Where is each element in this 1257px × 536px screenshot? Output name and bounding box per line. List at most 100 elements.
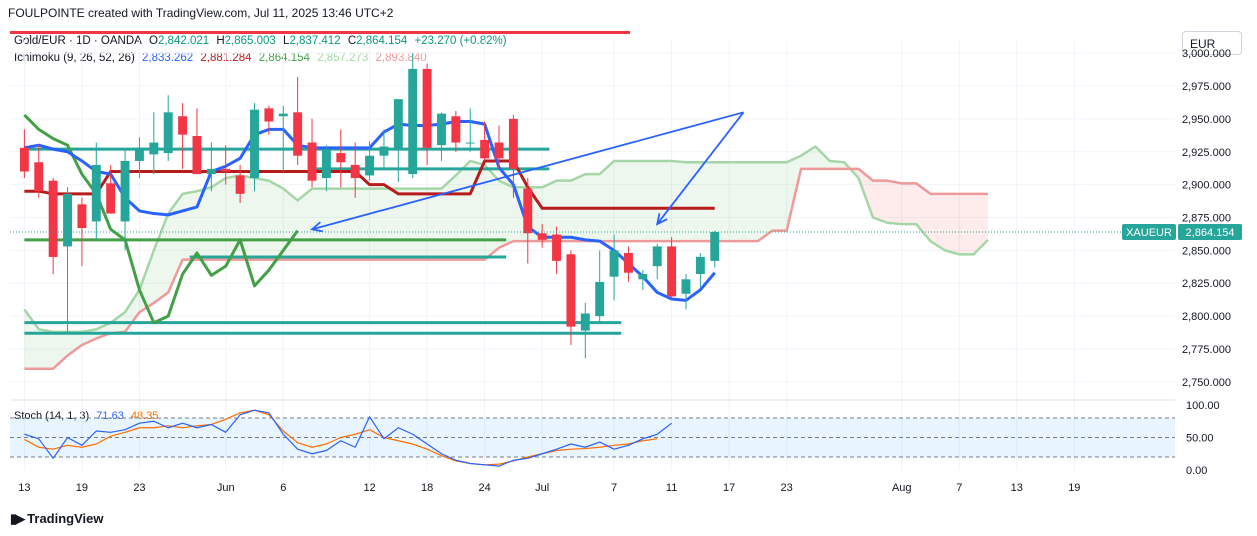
cloud-segment	[887, 180, 902, 225]
span-b-value: 2,893.840	[375, 52, 427, 64]
candle-body	[278, 113, 288, 117]
cloud-segment	[355, 188, 370, 260]
x-tick-label: 19	[1068, 482, 1080, 494]
x-tick-label: 23	[133, 482, 145, 494]
stoch-label: Stoch (14, 1, 3)	[14, 410, 90, 422]
tradingview-brand[interactable]: ▮▶ TradingView	[10, 511, 104, 527]
x-tick-label: 13	[18, 482, 30, 494]
x-tick-label: 6	[280, 482, 286, 494]
x-tick-label: 24	[479, 482, 491, 494]
cloud-segment	[772, 162, 787, 231]
cloud-segment	[53, 331, 68, 369]
candle-body	[379, 146, 389, 156]
trend-arrow	[311, 111, 744, 231]
y-tick-label: 2,800.000	[1182, 311, 1231, 323]
cloud-segment	[211, 178, 226, 260]
y-tick-label: 2,975.000	[1182, 81, 1231, 93]
stoch-d-value: 48.35	[130, 410, 159, 422]
candle-body	[163, 112, 173, 154]
candle-body	[408, 68, 418, 175]
symbol-name: Gold/EUR · 1D · OANDA	[14, 35, 142, 47]
candle-body	[192, 135, 202, 175]
cloud-segment	[297, 188, 313, 260]
close-value: 2,864.154	[356, 35, 408, 47]
candle-body	[652, 246, 662, 267]
cloud-segment	[700, 162, 715, 242]
candle-body	[149, 142, 159, 155]
y-tick-label: 2,750.000	[1182, 377, 1231, 389]
stoch-legend[interactable]: Stoch (14, 1, 3) 71.63 48.35	[14, 410, 162, 422]
cloud-segment	[628, 160, 643, 242]
cloud-segment	[614, 160, 629, 242]
candle-body	[681, 279, 691, 294]
tradingview-logo-icon: ▮▶	[10, 511, 25, 526]
candle-body	[508, 118, 518, 169]
candle-body	[494, 142, 504, 159]
cloud-segment	[499, 180, 514, 248]
cloud-segment	[412, 188, 428, 260]
price-tag-label: 2,864.154	[1186, 227, 1235, 239]
trend-arrow	[656, 111, 745, 225]
span-a-line	[23, 145, 989, 334]
candle-body	[437, 113, 446, 146]
candle-body	[350, 164, 360, 179]
cloud-segment	[427, 188, 442, 260]
symbol-legend[interactable]: Gold/EUR · 1D · OANDA O2,842.021 H2,865.…	[14, 35, 511, 47]
high-label: H	[216, 35, 225, 47]
lagging-span-line	[23, 113, 299, 325]
span-b-line	[24, 167, 989, 370]
y-tick-label: 2,950.000	[1182, 114, 1231, 126]
x-tick-label: 11	[666, 482, 677, 494]
candle-body	[235, 175, 245, 194]
cloud-segment	[729, 162, 744, 242]
cloud-segment	[959, 193, 974, 255]
high-value: 2,865.003	[224, 35, 276, 47]
arrow-head	[310, 221, 324, 233]
drawings[interactable]	[310, 111, 745, 233]
candle-body	[480, 139, 490, 159]
x-tick-label: Aug	[892, 482, 912, 494]
ichimoku-cloud	[23, 145, 989, 370]
cloud-segment	[556, 180, 571, 242]
candle-body	[365, 155, 375, 176]
candle-body	[120, 160, 130, 222]
price-tag: XAUEUR 2,864.154	[1122, 223, 1242, 240]
cloud-segment	[182, 191, 197, 260]
candle-body	[537, 233, 547, 240]
symbol-tag-bg	[1122, 223, 1176, 240]
cloud-segment	[973, 193, 989, 255]
currency-button[interactable]: EUR	[1182, 31, 1242, 55]
cloud-segment	[542, 180, 557, 242]
cloud-segment	[685, 162, 701, 242]
x-tick-label: 13	[1011, 482, 1023, 494]
x-tick-label: 18	[421, 482, 433, 494]
candle-body	[178, 116, 188, 135]
candle-body	[580, 313, 590, 331]
cloud-segment	[67, 331, 82, 356]
x-tick-label: 7	[611, 482, 617, 494]
horizontal-lines	[24, 147, 622, 335]
stoch-tick-label: 0.00	[1186, 465, 1207, 477]
candle-body	[48, 180, 58, 257]
open-label: O	[149, 35, 158, 47]
cloud-segment	[268, 180, 284, 260]
stochastic-pane	[10, 409, 1175, 467]
candle-body	[566, 254, 576, 327]
cloud-segment	[657, 160, 672, 242]
candle-body	[638, 274, 648, 280]
open-value: 2,842.021	[157, 35, 210, 47]
candle-body	[465, 142, 475, 144]
candle-body	[77, 204, 87, 229]
candle-body	[523, 188, 533, 234]
cloud-segment	[944, 193, 960, 255]
grid	[10, 40, 1175, 470]
cloud-segment	[196, 187, 212, 260]
candle-body	[221, 168, 231, 172]
candle-body	[293, 112, 303, 156]
x-tick-label: 7	[956, 482, 962, 494]
change-value: +23.270 (+0.82%)	[414, 35, 507, 47]
candle-body	[264, 108, 274, 122]
candle-body	[695, 256, 705, 275]
chart-caption: FOULPOINTE created with TradingView.com,…	[8, 6, 394, 20]
